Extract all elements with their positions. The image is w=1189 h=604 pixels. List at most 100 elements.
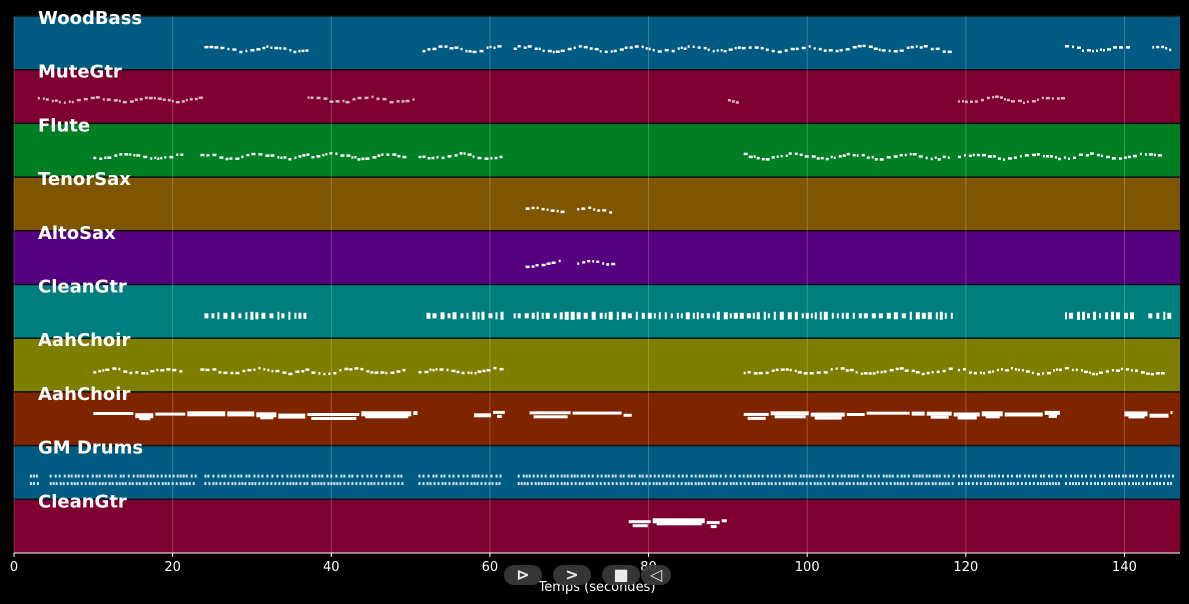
play-button[interactable]: ⊳: [504, 565, 542, 585]
note-mark: [961, 100, 964, 103]
note-mark: [432, 474, 435, 478]
note-mark: [418, 474, 421, 478]
note-mark: [271, 369, 274, 373]
note-mark: [798, 482, 801, 486]
note-mark: [354, 156, 357, 159]
note-mark: [738, 474, 741, 478]
note-mark: [513, 47, 517, 50]
note-mark: [245, 312, 248, 320]
note-mark: [302, 154, 306, 157]
x-tick-label: 140: [1112, 560, 1137, 575]
note-mark: [622, 482, 625, 486]
note-mark: [1164, 474, 1166, 478]
note-mark: [911, 411, 925, 416]
note-mark: [767, 482, 770, 486]
note-mark: [245, 49, 248, 53]
note-mark: [179, 482, 182, 486]
note-mark: [836, 474, 839, 478]
note-mark: [538, 47, 541, 51]
note-mark: [149, 474, 152, 478]
note-mark: [474, 371, 477, 375]
note-mark: [119, 153, 123, 156]
note-mark: [208, 482, 211, 486]
note-mark: [115, 482, 118, 486]
note-mark: [108, 482, 111, 486]
note-mark: [802, 474, 805, 478]
note-mark: [118, 482, 121, 486]
note-mark: [981, 153, 986, 157]
note-mark: [1057, 157, 1061, 161]
note-mark: [1002, 158, 1005, 161]
note-mark: [471, 474, 474, 478]
note-mark: [531, 265, 535, 268]
note-mark: [728, 48, 733, 51]
note-mark: [129, 371, 133, 375]
note-mark: [900, 474, 903, 478]
x-axis: 020406080100120140: [10, 552, 1180, 575]
note-mark: [918, 155, 923, 158]
note-mark: [279, 47, 282, 50]
note-mark: [52, 482, 55, 486]
track-label: TenorSax: [38, 169, 131, 190]
note-mark: [1046, 371, 1051, 375]
note-mark: [104, 156, 107, 159]
track-lane: [14, 392, 1180, 446]
note-mark: [874, 158, 878, 161]
note-mark: [335, 100, 340, 103]
note-mark: [1017, 99, 1022, 103]
note-mark: [835, 49, 839, 53]
note-mark: [763, 311, 766, 320]
note-mark: [957, 416, 977, 420]
note-mark: [723, 312, 728, 320]
note-mark: [311, 474, 314, 478]
note-mark: [746, 474, 749, 478]
note-mark: [294, 156, 297, 160]
note-mark: [145, 482, 148, 486]
note-mark: [223, 371, 228, 374]
note-mark: [553, 313, 557, 319]
note-mark: [1105, 155, 1110, 159]
note-mark: [789, 368, 792, 372]
forward-button[interactable]: >: [553, 565, 591, 585]
note-mark: [1121, 482, 1123, 486]
note-mark: [541, 263, 546, 267]
back-button[interactable]: ◁: [641, 565, 671, 585]
note-mark: [142, 482, 145, 486]
note-mark: [583, 474, 586, 478]
note-mark: [1028, 482, 1031, 486]
note-mark: [967, 482, 970, 486]
note-mark: [1048, 414, 1057, 418]
note-mark: [652, 482, 655, 486]
note-mark: [907, 474, 910, 478]
note-mark: [99, 157, 103, 160]
note-mark: [983, 482, 986, 486]
note-mark: [944, 482, 947, 486]
note-mark: [118, 367, 121, 371]
note-mark: [290, 474, 293, 478]
note-mark: [757, 474, 760, 478]
note-mark: [114, 474, 117, 478]
note-mark: [536, 474, 539, 478]
note-mark: [747, 416, 766, 420]
note-mark: [303, 312, 307, 319]
note-mark: [258, 153, 263, 156]
note-mark: [179, 370, 183, 373]
note-mark: [139, 417, 151, 421]
note-mark: [669, 482, 672, 486]
note-mark: [1150, 372, 1154, 376]
note-mark: [645, 47, 648, 50]
note-mark: [224, 474, 227, 478]
note-mark: [560, 474, 563, 478]
note-mark: [1125, 368, 1129, 371]
note-mark: [1067, 157, 1070, 160]
stop-button[interactable]: ■: [602, 565, 640, 585]
note-mark: [611, 482, 614, 486]
note-mark: [917, 482, 920, 486]
note-mark: [733, 474, 736, 478]
note-mark: [972, 153, 975, 157]
note-mark: [238, 313, 242, 319]
note-mark: [1090, 482, 1092, 486]
note-mark: [446, 368, 449, 372]
note-mark: [836, 313, 839, 319]
